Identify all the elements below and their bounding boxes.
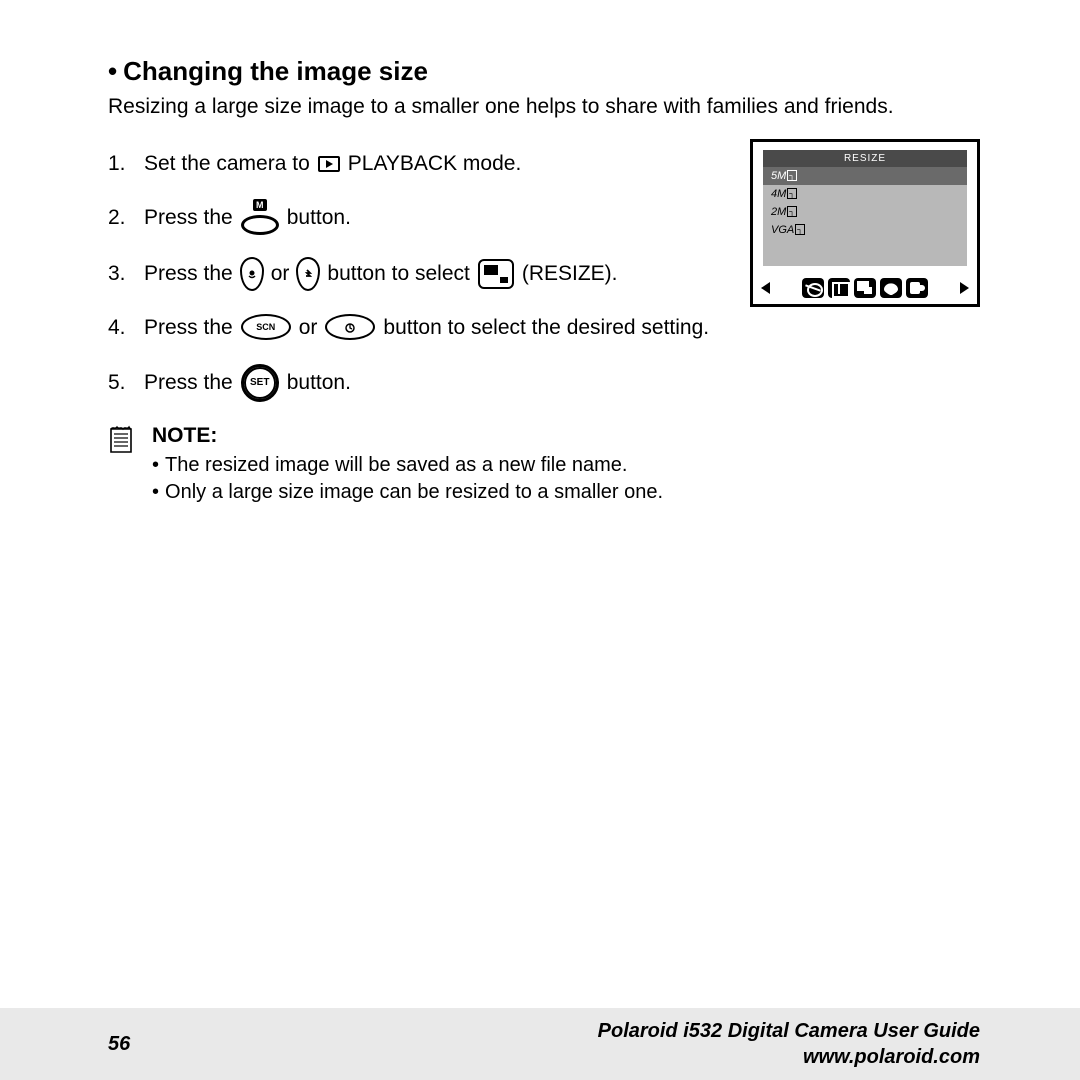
page-footer: 56 Polaroid i532 Digital Camera User Gui… <box>0 1008 1080 1080</box>
note-block: NOTE: •The resized image will be saved a… <box>108 424 980 506</box>
favorite-icon <box>880 278 902 298</box>
step4-or: or <box>299 313 318 342</box>
lcd-option-4m: 4M┐ <box>763 185 967 203</box>
lcd-menu-title: RESIZE <box>763 150 967 167</box>
step1-text-b: PLAYBACK mode. <box>348 149 522 178</box>
step3-text-c: (RESIZE). <box>522 259 618 288</box>
step3-text-b: button to select <box>327 259 469 288</box>
step5-text-a: Press the <box>144 368 233 397</box>
note-item: •Only a large size image can be resized … <box>152 479 663 506</box>
voice-memo-icon <box>906 278 928 298</box>
playback-icon <box>318 156 340 172</box>
step4-text-b: button to select the desired setting. <box>383 313 709 342</box>
resize-box-icon <box>478 259 514 289</box>
lcd-icon-bar <box>761 278 969 298</box>
bullet-icon: • <box>108 56 117 86</box>
lcd-option-2m: 2M┐ <box>763 203 967 221</box>
lcd-option-5m: 5M┐ <box>763 167 967 185</box>
step3-or: or <box>271 259 290 288</box>
step1-text-a: Set the camera to <box>144 149 310 178</box>
step2-text-b: button. <box>287 203 351 232</box>
arrow-left-icon <box>761 282 770 294</box>
lcd-option-vga: VGA┐ <box>763 221 967 239</box>
multi-icon <box>828 278 850 298</box>
heading-text: Changing the image size <box>123 56 428 86</box>
step2-text-a: Press the <box>144 203 233 232</box>
intro-text: Resizing a large size image to a smaller… <box>108 93 980 121</box>
lcd-menu: RESIZE 5M┐ 4M┐ 2M┐ VGA┐ <box>763 150 967 266</box>
protect-icon <box>802 278 824 298</box>
note-list: •The resized image will be saved as a ne… <box>152 452 663 506</box>
timer-button-icon <box>325 314 375 340</box>
footer-guide: Polaroid i532 Digital Camera User Guide <box>598 1018 980 1044</box>
step-4: 4. Press the SCN or button to select the… <box>108 313 980 342</box>
footer-text: Polaroid i532 Digital Camera User Guide … <box>598 1018 980 1070</box>
arrow-right-icon <box>960 282 969 294</box>
resize-icon <box>854 278 876 298</box>
step-5: 5. Press the SET button. <box>108 364 980 402</box>
notepad-icon <box>108 424 134 506</box>
step3-text-a: Press the <box>144 259 233 288</box>
menu-button-icon: M <box>241 201 279 235</box>
left-petal-button-icon <box>240 257 264 291</box>
step4-text-a: Press the <box>144 313 233 342</box>
note-title: NOTE: <box>152 424 663 448</box>
lcd-preview: RESIZE 5M┐ 4M┐ 2M┐ VGA┐ <box>750 139 980 307</box>
set-button-icon: SET <box>241 364 279 402</box>
scn-button-icon: SCN <box>241 314 291 340</box>
right-petal-button-icon <box>296 257 320 291</box>
footer-url: www.polaroid.com <box>598 1044 980 1070</box>
note-item: •The resized image will be saved as a ne… <box>152 452 663 479</box>
step5-text-b: button. <box>287 368 351 397</box>
page-number: 56 <box>108 1033 130 1056</box>
section-heading: •Changing the image size <box>108 56 980 87</box>
